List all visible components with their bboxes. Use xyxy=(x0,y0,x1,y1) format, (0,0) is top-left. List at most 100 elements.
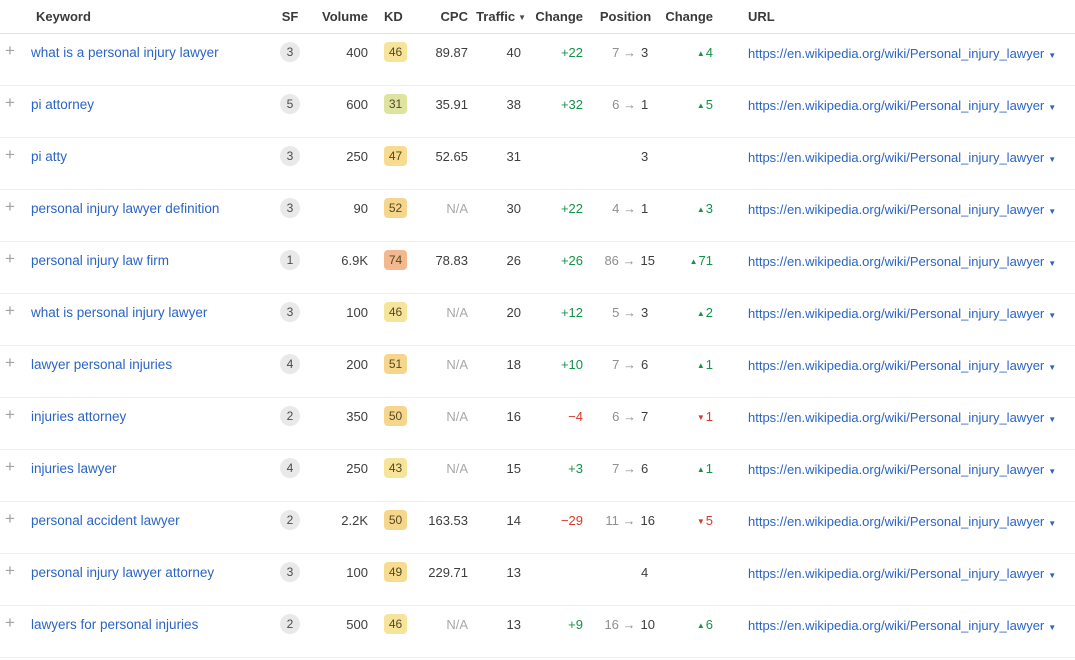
url-link[interactable]: https://en.wikipedia.org/wiki/Personal_i… xyxy=(748,149,1056,168)
serp-features-badge[interactable]: 3 xyxy=(280,561,300,582)
url-link[interactable]: https://en.wikipedia.org/wiki/Personal_i… xyxy=(748,97,1056,116)
traffic-value: 13 xyxy=(506,616,521,632)
url-link[interactable]: https://en.wikipedia.org/wiki/Personal_i… xyxy=(748,253,1056,272)
keyword-link[interactable]: what is a personal injury lawyer xyxy=(31,44,219,60)
add-keyword-plus-icon[interactable]: + xyxy=(5,456,15,476)
serp-features-badge[interactable]: 1 xyxy=(280,249,300,270)
add-keyword-plus-icon[interactable]: + xyxy=(5,92,15,112)
keyword-link[interactable]: injuries attorney xyxy=(31,408,127,424)
table-body: + what is a personal injury lawyer 3 400… xyxy=(0,33,1075,657)
table-row: + what is a personal injury lawyer 3 400… xyxy=(0,33,1075,85)
header-position-change[interactable]: Change xyxy=(663,0,718,34)
header-traffic-change[interactable]: Change xyxy=(526,0,588,34)
url-link[interactable]: https://en.wikipedia.org/wiki/Personal_i… xyxy=(748,45,1056,64)
position-change-value: 6 xyxy=(705,616,713,632)
keyword-link[interactable]: lawyers for personal injuries xyxy=(31,616,199,632)
serp-features-badge[interactable]: 2 xyxy=(280,405,300,426)
cpc-value: 35.91 xyxy=(435,96,468,112)
url-link[interactable]: https://en.wikipedia.org/wiki/Personal_i… xyxy=(748,617,1056,636)
serp-features-badge[interactable]: 3 xyxy=(280,301,300,322)
keyword-link[interactable]: personal injury lawyer attorney xyxy=(31,564,215,580)
serp-features-badge[interactable]: 3 xyxy=(280,41,300,62)
url-text: https://en.wikipedia.org/wiki/Personal_i… xyxy=(748,305,1045,321)
serp-features-badge[interactable]: 4 xyxy=(280,457,300,478)
position-cell: 7 → 3 xyxy=(588,33,663,85)
header-url[interactable]: URL xyxy=(718,0,1075,34)
position-change-triangle-icon: ▲ xyxy=(696,308,705,318)
keyword-link[interactable]: what is personal injury lawyer xyxy=(31,304,208,320)
keyword-link[interactable]: personal accident lawyer xyxy=(31,512,180,528)
url-caret-down-icon[interactable]: ▼ xyxy=(1048,570,1057,580)
url-caret-down-icon[interactable]: ▼ xyxy=(1048,518,1057,528)
position-change-value: 2 xyxy=(705,304,713,320)
url-caret-down-icon[interactable]: ▼ xyxy=(1048,622,1057,632)
keyword-link[interactable]: injuries lawyer xyxy=(31,460,117,476)
position-old-value: 4 → xyxy=(612,200,636,216)
url-link[interactable]: https://en.wikipedia.org/wiki/Personal_i… xyxy=(748,461,1056,480)
header-cpc[interactable]: CPC xyxy=(413,0,473,34)
url-link[interactable]: https://en.wikipedia.org/wiki/Personal_i… xyxy=(748,201,1056,220)
position-change-value: 3 xyxy=(705,200,713,216)
url-text: https://en.wikipedia.org/wiki/Personal_i… xyxy=(748,149,1045,165)
keyword-link[interactable]: lawyer personal injuries xyxy=(31,356,173,372)
add-keyword-plus-icon[interactable]: + xyxy=(5,612,15,632)
keyword-link[interactable]: personal injury law firm xyxy=(31,252,170,268)
add-keyword-plus-icon[interactable]: + xyxy=(5,508,15,528)
header-position[interactable]: Position xyxy=(588,0,663,34)
header-traffic[interactable]: Traffic ▼ xyxy=(473,0,526,34)
serp-features-badge[interactable]: 4 xyxy=(280,353,300,374)
table-row: + what is personal injury lawyer 3 100 4… xyxy=(0,293,1075,345)
serp-features-badge[interactable]: 2 xyxy=(280,613,300,634)
traffic-change-value: +10 xyxy=(560,356,583,372)
position-new-value: 3 xyxy=(641,44,649,60)
url-link[interactable]: https://en.wikipedia.org/wiki/Personal_i… xyxy=(748,305,1056,324)
serp-features-badge[interactable]: 5 xyxy=(280,93,300,114)
add-keyword-plus-icon[interactable]: + xyxy=(5,196,15,216)
url-caret-down-icon[interactable]: ▼ xyxy=(1048,310,1057,320)
url-caret-down-icon[interactable]: ▼ xyxy=(1048,362,1057,372)
url-link[interactable]: https://en.wikipedia.org/wiki/Personal_i… xyxy=(748,409,1056,428)
keyword-link[interactable]: personal injury lawyer definition xyxy=(31,200,220,216)
table-row: + personal injury lawyer attorney 3 100 … xyxy=(0,553,1075,605)
serp-features-badge[interactable]: 3 xyxy=(280,197,300,218)
kd-badge: 49 xyxy=(384,561,407,582)
url-caret-down-icon[interactable]: ▼ xyxy=(1048,154,1057,164)
serp-features-badge[interactable]: 2 xyxy=(280,509,300,530)
header-keyword[interactable]: Keyword xyxy=(26,0,272,34)
kd-badge: 50 xyxy=(384,509,407,530)
url-caret-down-icon[interactable]: ▼ xyxy=(1048,414,1057,424)
add-keyword-plus-icon[interactable]: + xyxy=(5,144,15,164)
header-volume[interactable]: Volume xyxy=(308,0,373,34)
kd-badge: 46 xyxy=(384,41,407,62)
url-link[interactable]: https://en.wikipedia.org/wiki/Personal_i… xyxy=(748,357,1056,376)
url-caret-down-icon[interactable]: ▼ xyxy=(1048,258,1057,268)
header-sf[interactable]: SF xyxy=(272,0,308,34)
url-caret-down-icon[interactable]: ▼ xyxy=(1048,50,1057,60)
position-cell: 3 xyxy=(588,137,663,189)
table-header: Keyword SF Volume KD CPC Traffic ▼ Change… xyxy=(0,0,1075,34)
add-keyword-plus-icon[interactable]: + xyxy=(5,248,15,268)
url-link[interactable]: https://en.wikipedia.org/wiki/Personal_i… xyxy=(748,513,1056,532)
url-text: https://en.wikipedia.org/wiki/Personal_i… xyxy=(748,461,1045,477)
url-caret-down-icon[interactable]: ▼ xyxy=(1048,206,1057,216)
header-kd[interactable]: KD xyxy=(373,0,413,34)
add-keyword-plus-icon[interactable]: + xyxy=(5,40,15,60)
position-change-triangle-icon: ▲ xyxy=(696,100,705,110)
cpc-value: 229.71 xyxy=(428,564,468,580)
add-keyword-plus-icon[interactable]: + xyxy=(5,300,15,320)
kd-badge: 31 xyxy=(384,93,407,114)
url-caret-down-icon[interactable]: ▼ xyxy=(1048,102,1057,112)
add-keyword-plus-icon[interactable]: + xyxy=(5,560,15,580)
add-keyword-plus-icon[interactable]: + xyxy=(5,352,15,372)
kd-badge: 43 xyxy=(384,457,407,478)
position-new-value: 1 xyxy=(641,200,649,216)
keyword-link[interactable]: pi attorney xyxy=(31,96,95,112)
url-caret-down-icon[interactable]: ▼ xyxy=(1048,466,1057,476)
keyword-link[interactable]: pi atty xyxy=(31,148,68,164)
kd-badge: 46 xyxy=(384,301,407,322)
volume-value: 6.9K xyxy=(341,252,368,268)
add-keyword-plus-icon[interactable]: + xyxy=(5,404,15,424)
url-link[interactable]: https://en.wikipedia.org/wiki/Personal_i… xyxy=(748,565,1056,584)
serp-features-badge[interactable]: 3 xyxy=(280,145,300,166)
header-expand-column xyxy=(0,0,26,34)
